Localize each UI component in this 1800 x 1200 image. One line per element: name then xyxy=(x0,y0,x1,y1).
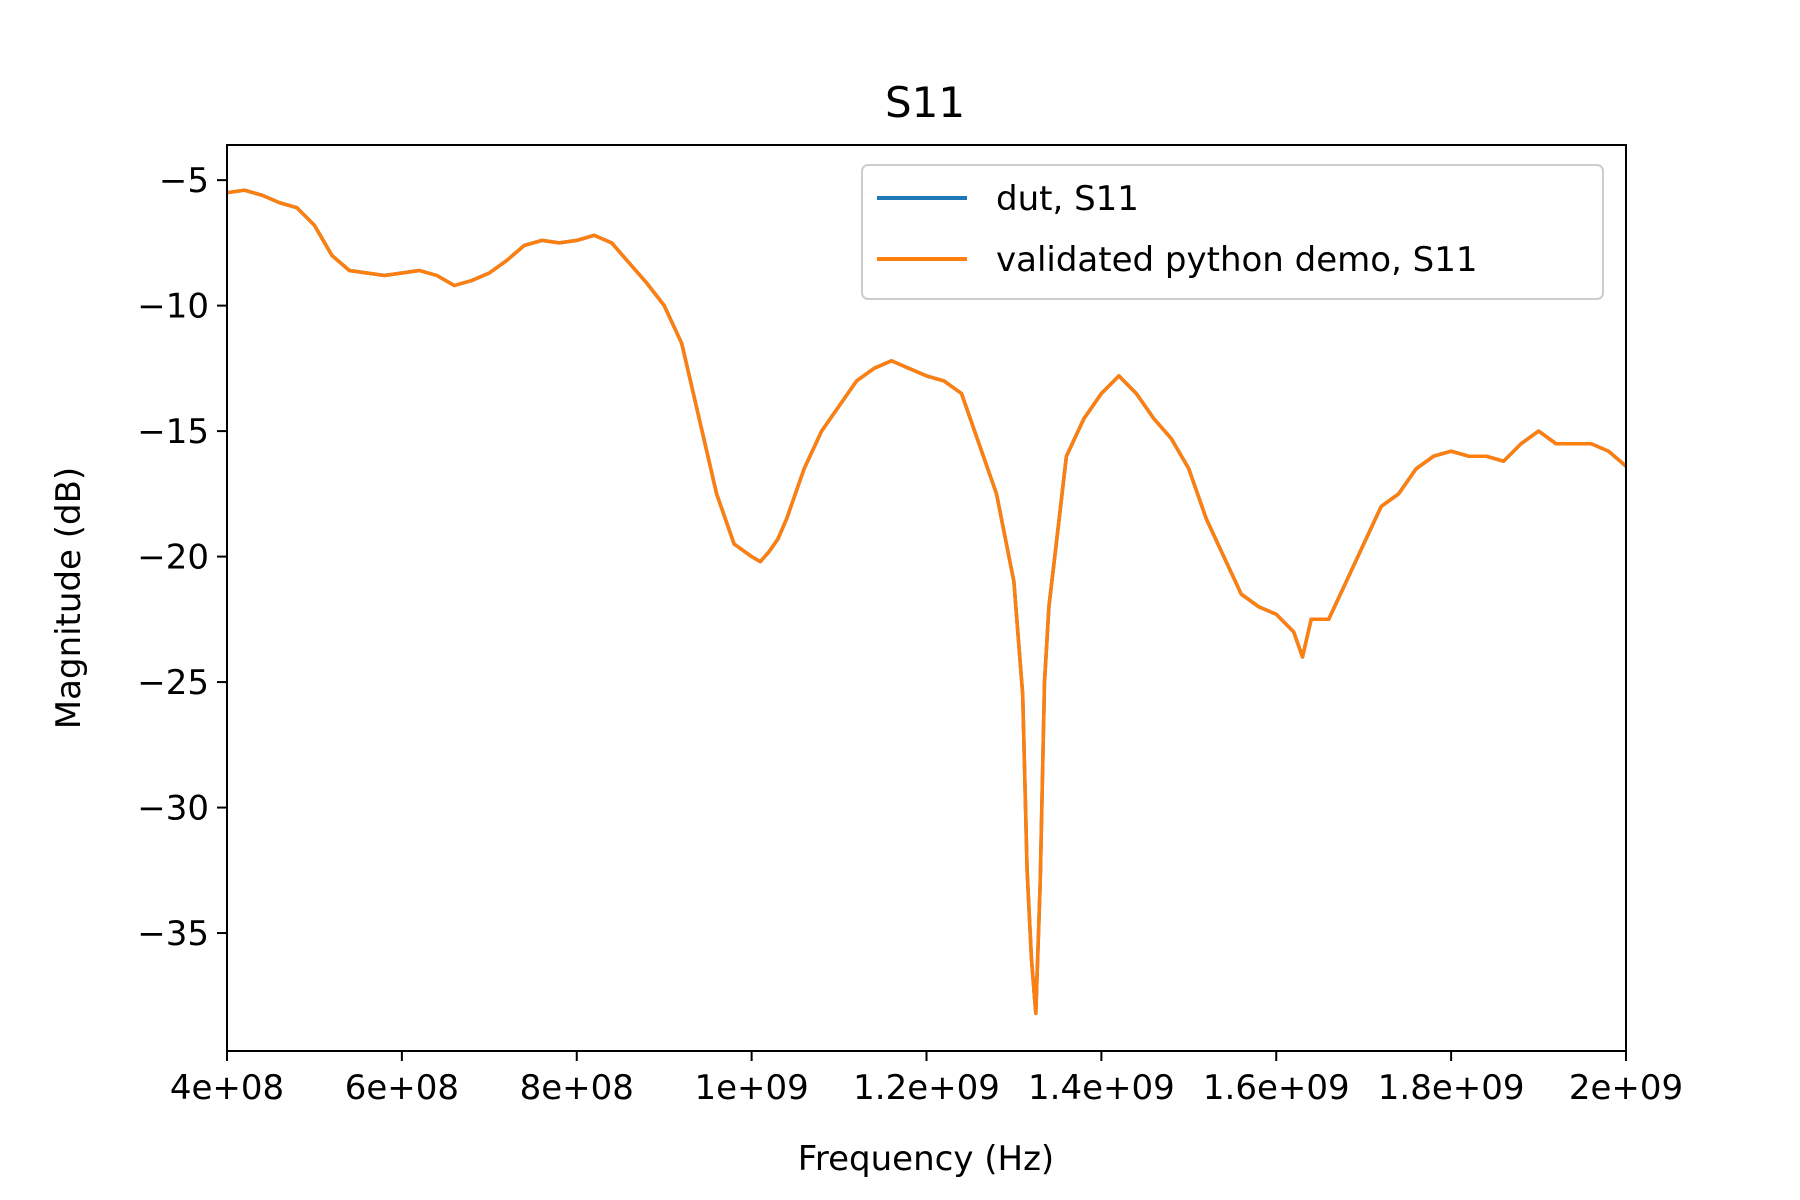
x-axis-label: Frequency (Hz) xyxy=(798,1139,1054,1179)
legend-label-dut: dut, S11 xyxy=(996,179,1139,219)
legend-box xyxy=(861,164,1604,300)
y-tick-label: −20 xyxy=(137,538,209,578)
x-tick-label: 8e+08 xyxy=(520,1068,634,1108)
x-tick-label: 6e+08 xyxy=(345,1068,459,1108)
y-axis-ticks: −35 −30 −25 −20 −15 −10 −5 xyxy=(137,161,227,954)
x-tick-label: 2e+09 xyxy=(1569,1068,1683,1108)
x-tick-label: 1.4e+09 xyxy=(1028,1068,1175,1108)
y-tick-label: −30 xyxy=(137,789,209,829)
x-tick-label: 1.6e+09 xyxy=(1203,1068,1350,1108)
chart-title: S11 xyxy=(885,78,965,127)
y-tick-label: −25 xyxy=(137,663,209,703)
plot-area xyxy=(226,188,1628,1016)
legend: dut, S11 validated python demo, S11 xyxy=(861,164,1604,300)
x-tick-label: 4e+08 xyxy=(170,1068,284,1108)
x-tick-label: 1.8e+09 xyxy=(1378,1068,1525,1108)
y-tick-label: −35 xyxy=(137,914,209,954)
y-tick-label: −10 xyxy=(137,287,209,327)
y-tick-label: −5 xyxy=(159,161,209,201)
x-axis-ticks: 4e+08 6e+08 8e+08 1e+09 1.2e+09 1.4e+09 1.6e+0… xyxy=(170,1051,1683,1108)
y-tick-label: −15 xyxy=(137,412,209,452)
y-axis-label: Magnitude (dB) xyxy=(49,467,89,729)
x-tick-label: 1.2e+09 xyxy=(853,1068,1000,1108)
x-tick-label: 1e+09 xyxy=(694,1068,808,1108)
legend-label-validated-python-demo: validated python demo, S11 xyxy=(996,240,1478,280)
series-line-1 xyxy=(226,188,1628,1016)
